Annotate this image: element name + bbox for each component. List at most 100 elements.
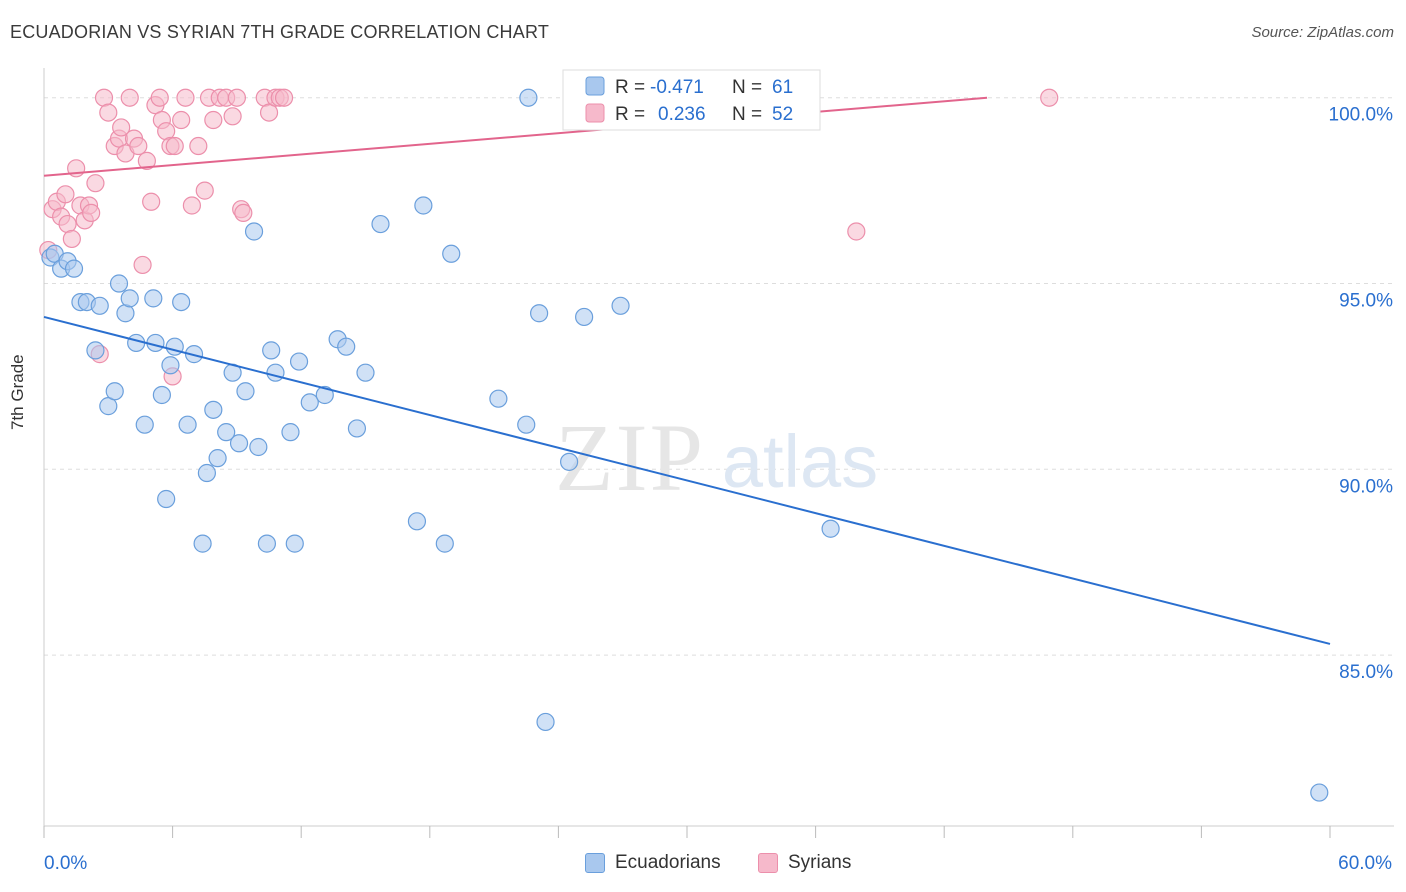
ecuadorians-point (193, 534, 212, 553)
y-tick-label: 85.0% (1339, 662, 1393, 683)
ecuadorians-point (144, 289, 163, 308)
ecuadorians-point (435, 534, 454, 553)
y-tick-label: 95.0% (1339, 291, 1393, 312)
ecuadorians-point (208, 449, 227, 468)
legend-series: Ecuadorians Syrians (0, 850, 1406, 880)
y-tick-label: 100.0% (1329, 105, 1394, 126)
syrians-point (82, 203, 101, 223)
syrians-point (223, 107, 242, 126)
legend-r-label-1: R = (615, 77, 645, 98)
ecuadorians-point (519, 88, 538, 107)
legend-r-value-2: 0.236 (658, 104, 706, 125)
x-tick-label: 0.0% (44, 853, 87, 874)
ecuadorians-point (161, 356, 180, 375)
ecuadorians-point (266, 363, 285, 382)
legend-swatch-blue (585, 853, 605, 873)
syrians-point (189, 136, 208, 156)
ecuadorians-point (821, 519, 840, 538)
legend-swatch-syrians (585, 103, 605, 123)
ecuadorians-point (356, 363, 375, 382)
legend-swatch-pink (758, 853, 778, 873)
ecuadorians-point (337, 337, 356, 356)
syrians-point (129, 136, 148, 156)
legend-r-label-2: R = (615, 104, 645, 125)
trend-lines (43, 96, 1331, 645)
ecuadorians-trend-line (43, 315, 1331, 645)
ecuadorians-point (536, 712, 555, 732)
legend-n-value-2: 52 (772, 104, 793, 125)
legend-swatch-ecuadorians (585, 76, 605, 96)
ecuadorians-point (489, 389, 508, 408)
ecuadorians-point (109, 274, 129, 293)
ecuadorians-point (249, 437, 268, 457)
syrians-trend-line (43, 96, 988, 177)
ecuadorians-point (407, 512, 427, 531)
watermark-atlas: atlas (722, 420, 878, 503)
syrians-point (234, 203, 253, 223)
legend-item-ecuadorians: Ecuadorians (585, 852, 721, 874)
ecuadorians-point (347, 419, 367, 438)
syrians-point (137, 151, 156, 170)
ecuadorians-point (236, 382, 255, 401)
ecuadorians-point (135, 415, 154, 434)
legend-r-value-1: -0.471 (650, 77, 704, 98)
ecuadorians-point (172, 292, 191, 312)
ecuadorians-point (300, 393, 319, 412)
ecuadorians-point (1310, 783, 1329, 802)
syrians-points (39, 88, 1059, 386)
ecuadorians-point (105, 382, 124, 401)
ecuadorians-point (204, 400, 223, 419)
legend-n-label-2: N = (732, 104, 762, 125)
syrians-point (56, 185, 75, 204)
ecuadorians-point (517, 415, 536, 434)
ecuadorians-point (262, 341, 281, 360)
watermark: ZIP atlas (555, 404, 878, 511)
legend-label-syrians: Syrians (788, 852, 852, 873)
legend-item-syrians: Syrians (758, 852, 851, 874)
legend-n-label-1: N = (732, 77, 762, 98)
ecuadorians-point (120, 289, 139, 308)
syrians-point (120, 88, 139, 107)
ecuadorians-point (414, 196, 433, 215)
ecuadorians-point (530, 304, 549, 323)
legend-label-ecuadorians: Ecuadorians (615, 852, 721, 873)
syrians-point (142, 192, 161, 211)
chart-title: ECUADORIAN VS SYRIAN 7TH GRADE CORRELATI… (10, 22, 550, 42)
ecuadorians-point (152, 385, 171, 405)
y-tick-label: 90.0% (1339, 476, 1393, 497)
ecuadorians-point (229, 434, 249, 453)
syrians-point (62, 229, 81, 249)
syrians-point (133, 255, 152, 275)
ecuadorians-point (90, 296, 109, 315)
ecuadorians-point (197, 463, 216, 483)
x-tick-label: 60.0% (1338, 853, 1392, 874)
syrians-point (204, 110, 223, 130)
legend-stats: R = -0.471 N = 61 R = 0.236 N = 52 (562, 69, 821, 131)
ecuadorians-point (86, 341, 105, 360)
syrians-point (165, 136, 184, 156)
source-label: Source: ZipAtlas.com (1251, 24, 1394, 41)
syrians-point (195, 181, 214, 200)
ecuadorians-point (285, 534, 304, 553)
ecuadorians-point (315, 385, 334, 405)
ecuadorians-point (371, 214, 390, 234)
syrians-point (86, 174, 105, 193)
watermark-zip: ZIP (555, 404, 705, 511)
syrians-point (227, 88, 246, 107)
ecuadorians-point (257, 534, 277, 553)
ecuadorians-point (611, 296, 630, 315)
ecuadorians-point (442, 244, 461, 263)
syrians-point (1040, 88, 1059, 107)
syrians-point (176, 88, 195, 107)
syrians-point (150, 88, 169, 107)
ecuadorians-point (217, 423, 236, 442)
ecuadorians-point (281, 423, 300, 442)
syrians-point (172, 110, 191, 130)
syrians-point (112, 118, 131, 137)
syrians-point (182, 196, 201, 215)
syrians-point (99, 103, 118, 122)
ecuadorians-point (127, 333, 146, 353)
grid-lines (44, 97, 1394, 656)
syrians-point (847, 222, 866, 241)
